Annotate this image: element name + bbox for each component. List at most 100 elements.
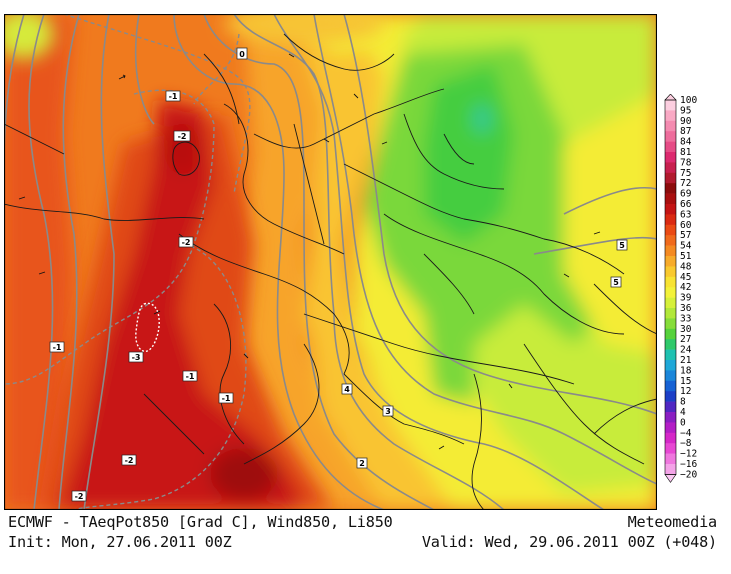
legend-swatch [665, 214, 676, 226]
legend-swatch [665, 131, 676, 142]
legend-label: 4 [680, 407, 686, 418]
svg-text:-1: -1 [53, 343, 62, 352]
legend-label: −4 [680, 428, 692, 439]
legend-label: 51 [680, 251, 692, 262]
svg-text:5: 5 [613, 278, 619, 287]
legend-label: 0 [680, 417, 686, 428]
legend-swatch [665, 235, 676, 246]
isoline-label: -2 [173, 130, 191, 142]
isoline-label: -2 [178, 236, 194, 248]
legend-swatch [665, 370, 676, 382]
legend-swatch [665, 266, 676, 278]
legend-frame [664, 99, 677, 475]
minus-three-contour [135, 302, 160, 352]
legend-label: 39 [680, 293, 692, 304]
legend-swatch [665, 339, 676, 350]
legend-label: −12 [680, 449, 697, 460]
legend-swatch [665, 432, 676, 444]
legend-swatch [665, 349, 676, 361]
svg-text:-1: -1 [186, 372, 195, 381]
legend-label: 57 [680, 230, 691, 241]
legend-label: 18 [680, 365, 692, 376]
legend-swatch [665, 328, 676, 340]
legend-swatch [665, 360, 676, 371]
isoline-labels: 0 -1 -2 -2 -3 -1 -1 -1 -2 -2 5 5 4 3 2 [49, 47, 628, 502]
country-borders [4, 33, 657, 510]
wind-barbs [18, 53, 601, 450]
legend-swatch [665, 412, 676, 423]
legend-label: 95 [680, 105, 691, 116]
legend-swatch [665, 287, 676, 298]
legend-label: 81 [680, 147, 692, 158]
chart-title: ECMWF - TAeqPot850 [Grad C], Wind850, Li… [8, 513, 393, 531]
legend-swatch [665, 422, 676, 434]
isoline-label: -1 [218, 392, 234, 404]
legend-swatch [665, 120, 676, 132]
init-time: Init: Mon, 27.06.2011 00Z [8, 533, 232, 551]
svg-text:5: 5 [619, 241, 625, 250]
svg-text:-1: -1 [222, 394, 231, 403]
isoline-label: 0 [236, 47, 248, 60]
color-legend: 1009590878481787572696663605754514845423… [664, 94, 697, 483]
svg-text:0: 0 [239, 50, 245, 59]
legend-label: 27 [680, 334, 691, 345]
legend-bottom-arrow [664, 474, 677, 483]
legend-label: 78 [680, 157, 692, 168]
geopotential-contours [4, 14, 657, 510]
legend-swatch [665, 224, 676, 236]
isoline-label: -3 [128, 351, 144, 363]
svg-text:-2: -2 [125, 456, 134, 465]
legend-swatch [665, 443, 676, 454]
legend-label: 24 [680, 345, 692, 356]
legend-label: 75 [680, 168, 691, 179]
legend-label: 8 [680, 397, 686, 408]
legend-label: 87 [680, 126, 691, 137]
isoline-label: 2 [356, 457, 368, 469]
legend-swatch [665, 183, 676, 194]
legend-label: 30 [680, 324, 692, 335]
legend-label: 66 [680, 199, 692, 210]
isoline-label: 5 [610, 276, 622, 288]
legend-swatch [665, 100, 676, 111]
isoline-label: -2 [121, 454, 137, 466]
isoline-label: -1 [182, 370, 198, 382]
legend-swatch [665, 256, 676, 267]
legend-label: 72 [680, 178, 691, 189]
legend-label: −8 [680, 438, 692, 449]
legend-swatch [665, 380, 676, 392]
svg-text:2: 2 [359, 459, 365, 468]
svg-text:-1: -1 [169, 92, 178, 101]
legend-swatch [665, 318, 676, 330]
valid-time: Valid: Wed, 29.06.2011 00Z (+048) [421, 533, 717, 551]
legend-swatch [665, 110, 676, 122]
isoline-label: -1 [165, 90, 181, 102]
legend-swatches [664, 94, 677, 483]
isoline-label: 5 [616, 239, 628, 251]
svg-text:-2: -2 [178, 132, 187, 141]
svg-text:-2: -2 [182, 238, 191, 247]
legend-swatch [665, 162, 676, 174]
legend-swatch [665, 308, 676, 319]
legend-label: 42 [680, 282, 691, 293]
legend-label: −16 [680, 459, 697, 470]
temperature-field [4, 14, 657, 510]
legend-swatch [665, 401, 676, 413]
svg-text:-3: -3 [132, 353, 141, 362]
svg-text:-2: -2 [75, 492, 84, 501]
map-frame [4, 14, 657, 510]
svg-text:4: 4 [344, 385, 350, 394]
legend-swatch [665, 204, 676, 215]
legend-swatch [665, 193, 676, 205]
isoline-label: -1 [49, 341, 65, 353]
legend-label: 90 [680, 116, 692, 127]
isoline-label: 3 [382, 405, 394, 417]
legend-swatch [665, 276, 676, 288]
legend-label: 12 [680, 386, 691, 397]
svg-text:3: 3 [385, 407, 391, 416]
legend-swatch [665, 172, 676, 184]
legend-swatch [665, 453, 676, 465]
window-top-strip [0, 0, 731, 6]
legend-label: 60 [680, 220, 692, 231]
legend-label: 63 [680, 209, 691, 220]
legend-swatch [665, 141, 676, 153]
